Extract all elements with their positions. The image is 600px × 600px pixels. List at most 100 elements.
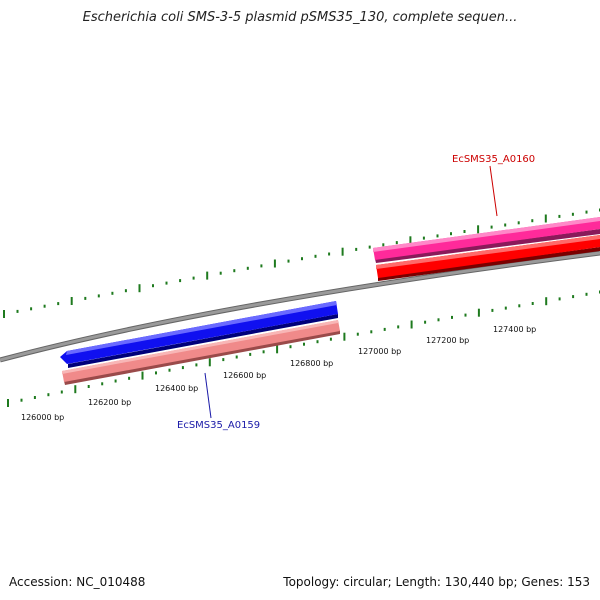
pink-feature-shadow [375,229,600,263]
gene-feature-a0159[interactable] [60,301,338,368]
minor-tick-mark [30,307,33,311]
minor-tick-mark [329,337,332,341]
salmon-feature-bar[interactable] [62,320,340,382]
minor-tick-mark [97,294,100,298]
minor-tick-mark [222,358,225,362]
major-tick-mark [74,385,77,394]
minor-tick-mark [328,252,331,256]
major-tick-mark [545,297,548,306]
minor-tick-mark [395,241,398,245]
minor-tick-mark [43,304,46,308]
tick-label: 127000 bp [358,347,401,356]
minor-tick-mark [111,291,114,295]
minor-tick-mark [195,363,198,367]
major-tick-mark [477,225,480,234]
major-tick-mark [276,345,279,354]
gene-feature-a0160-rna[interactable] [373,217,600,263]
minor-tick-mark [517,221,520,225]
minor-tick-mark [155,371,157,375]
minor-tick-mark [303,342,305,346]
minor-tick-mark [356,332,359,336]
minor-tick-mark [246,266,249,270]
minor-tick-mark [165,281,168,285]
minor-tick-mark [60,390,63,394]
minor-tick-mark [168,368,171,372]
minor-tick-mark [504,223,507,227]
minor-tick-mark [287,259,290,263]
minor-tick-mark [382,243,385,247]
topology-summary: Topology: circular; Length: 130,440 bp; … [283,575,590,589]
minor-tick-mark [260,264,263,268]
minor-tick-mark [450,232,452,236]
minor-tick-mark [368,245,371,249]
minor-tick-mark [491,308,494,312]
major-tick-mark [141,371,144,380]
minor-tick-mark [181,366,184,370]
minor-tick-mark [16,309,19,313]
gene-feature-a0160[interactable] [376,235,600,281]
minor-tick-mark [314,254,317,258]
minor-tick-mark [57,302,60,306]
major-tick-mark [3,310,5,318]
minor-tick-mark [84,296,87,300]
gene-label-a0160[interactable]: EcSMS35_A0160 [452,154,535,165]
major-tick-mark [208,358,211,367]
minor-tick-mark [518,304,521,308]
minor-tick-mark [531,219,534,223]
minor-tick-mark [531,302,534,305]
minor-tick-mark [101,382,104,386]
minor-tick-mark [424,320,427,324]
major-tick-mark [409,236,412,245]
major-tick-mark [410,320,413,329]
page-title: Escherichia coli SMS-3-5 plasmid pSMS35_… [82,10,518,25]
tick-label: 126800 bp [290,359,333,368]
minor-tick-mark [504,306,507,310]
major-tick-mark [273,259,276,268]
tick-label: 126600 bp [223,371,266,380]
minor-tick-mark [301,257,303,261]
minor-tick-mark [128,376,131,380]
gene-a0159-shadow [68,314,338,368]
minor-tick-mark [235,355,238,359]
gene-a0160-highlight [376,235,600,269]
minor-tick-mark [114,379,117,383]
minor-tick-mark [558,214,561,218]
gene-a0159-highlight [66,301,337,355]
major-tick-mark [138,284,141,293]
minor-tick-mark [490,225,493,229]
minor-tick-mark [289,345,292,349]
minor-tick-mark [572,295,575,299]
minor-tick-mark [192,276,195,280]
accession-label: Accession: NC_010488 [9,575,146,589]
gene-a0160-shadow [378,247,600,281]
major-tick-mark [206,271,209,280]
major-tick-mark [70,297,73,305]
gene-a0160-pointer [489,165,498,217]
minor-tick-mark [355,247,358,251]
plasmid-backbone [0,250,600,363]
minor-tick-mark [464,313,467,317]
minor-tick-mark [451,315,453,319]
minor-tick-mark [33,396,36,399]
tick-label: 126000 bp [21,413,64,422]
tick-label: 126200 bp [88,398,131,407]
minor-tick-mark [152,284,154,288]
major-tick-mark [341,247,344,256]
minor-tick-mark [585,292,588,296]
minor-tick-mark [47,393,50,397]
tick-label: 127400 bp [493,325,536,334]
gene-feature-a0159-rna[interactable] [62,320,340,385]
major-tick-mark [7,399,9,407]
tick-labels: 126000 bp 126200 bp 126400 bp 126600 bp … [21,325,536,422]
minor-tick-mark [383,327,386,331]
major-tick-mark [477,308,480,317]
minor-tick-mark [422,236,425,240]
gene-label-a0159[interactable]: EcSMS35_A0159 [177,420,260,431]
minor-tick-mark [436,234,439,238]
minor-tick-mark [87,385,90,388]
minor-tick-mark [262,350,265,354]
minor-tick-mark [437,318,440,322]
major-tick-mark [544,214,547,223]
minor-tick-mark [585,210,588,214]
